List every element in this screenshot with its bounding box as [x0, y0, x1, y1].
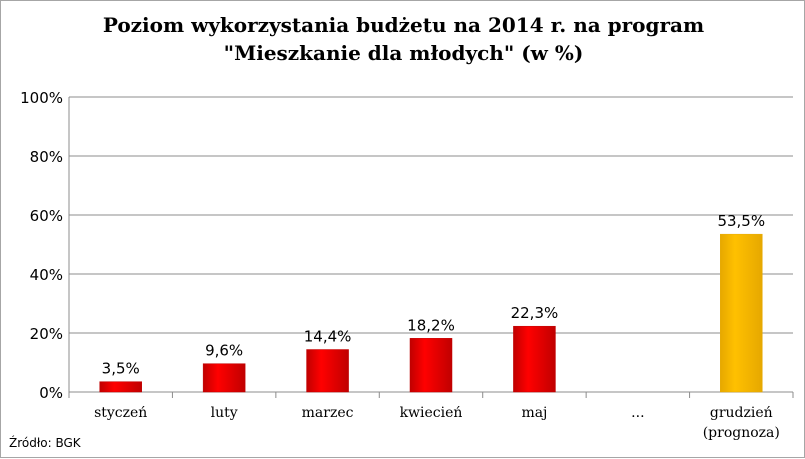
data-label: 18,2%	[407, 316, 455, 334]
data-label: 9,6%	[205, 342, 243, 360]
y-tick-label: 40%	[30, 266, 63, 284]
category-label: (prognoza)	[703, 425, 780, 441]
data-label: 3,5%	[102, 360, 140, 378]
category-label: grudzień	[710, 405, 773, 421]
category-label: ...	[631, 405, 644, 421]
bar	[720, 233, 763, 393]
chart-title-line-1: Poziom wykorzystania budżetu na 2014 r. …	[102, 13, 705, 37]
data-label: 53,5%	[717, 212, 765, 230]
source-note: Źródło: BGK	[9, 436, 81, 450]
y-tick-label: 100%	[20, 89, 63, 107]
bar	[99, 381, 142, 393]
category-label: kwiecień	[400, 405, 463, 421]
data-label: 14,4%	[304, 328, 352, 346]
category-label: luty	[211, 405, 238, 421]
y-tick-label: 60%	[30, 207, 63, 225]
chart-title-line-2: "Mieszkanie dla młodych" (w %)	[223, 41, 584, 65]
bar	[202, 363, 246, 393]
bar	[409, 338, 453, 393]
bar	[306, 349, 349, 393]
y-tick-label: 80%	[30, 148, 63, 166]
category-label: maj	[521, 405, 547, 421]
y-tick-label: 20%	[30, 325, 63, 343]
y-tick-label: 0%	[39, 384, 63, 402]
data-label: 22,3%	[511, 304, 559, 322]
category-label: marzec	[302, 405, 354, 421]
bar	[513, 325, 556, 393]
category-label: styczeń	[94, 405, 147, 421]
chart-title: Poziom wykorzystania budżetu na 2014 r. …	[1, 11, 805, 67]
